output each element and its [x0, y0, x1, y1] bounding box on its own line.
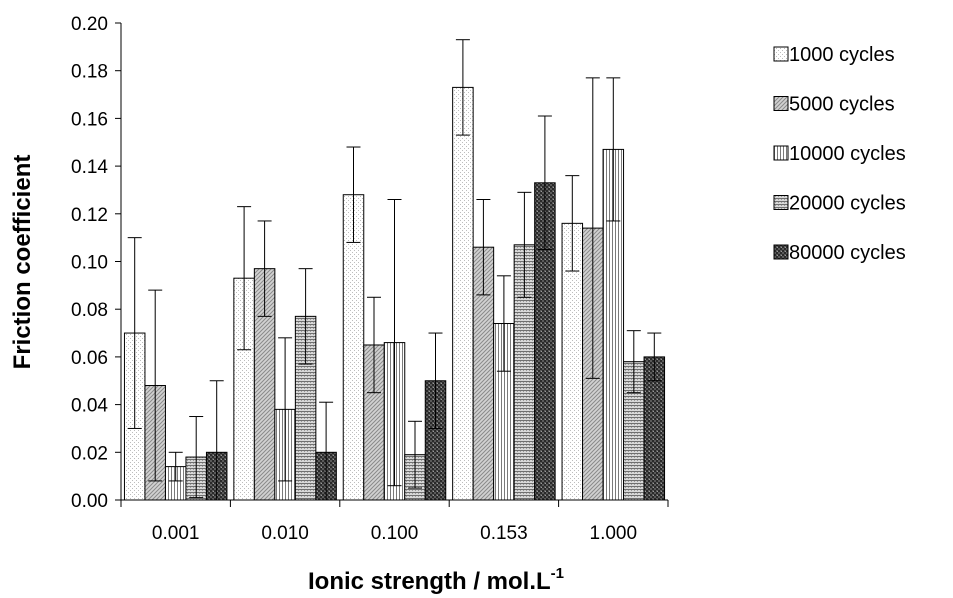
- y-tick-label: 0.04: [71, 396, 108, 417]
- x-axis: 0.001 0.010 0.100 0.153 1.000: [120, 499, 669, 544]
- x-tick-label: 0.001: [152, 523, 200, 544]
- y-tick-label: 0.00: [71, 491, 108, 512]
- y-tick-label: 0.10: [71, 253, 108, 274]
- legend-label: 20000 cycles: [789, 193, 906, 215]
- x-axis-title-superscript: -1: [551, 565, 564, 582]
- y-tick-label: 0.14: [71, 157, 108, 178]
- legend-swatch: [773, 195, 789, 210]
- legend-swatch: [773, 96, 789, 111]
- legend-label: 10000 cycles: [789, 143, 906, 165]
- y-tick-label: 0.06: [71, 348, 108, 369]
- legend-label: 5000 cycles: [789, 94, 895, 116]
- y-tick-label: 0.18: [71, 62, 108, 83]
- legend-swatch: [773, 46, 789, 62]
- x-tick-label: 0.010: [261, 523, 309, 544]
- x-tick-label: 0.100: [371, 523, 419, 544]
- legend-swatch: [773, 244, 789, 260]
- y-axis: 0.00 0.02 0.04 0.06 0.08 0.10 0.12 0.14 0.16 0.18…: [71, 14, 122, 512]
- x-tick-label: 0.153: [480, 523, 528, 544]
- legend-label: 80000 cycles: [789, 242, 906, 264]
- x-axis-title: Ionic strength / mol.L-1: [308, 565, 564, 595]
- x-tick-label: 1.000: [590, 523, 638, 544]
- y-tick-label: 0.12: [71, 205, 108, 226]
- y-tick-label: 0.02: [71, 443, 108, 464]
- error-bars: [127, 39, 662, 501]
- legend-swatch: [773, 145, 789, 161]
- legend: 1000 cycles 5000 cycles 10000 cycles 20000 …: [773, 44, 906, 264]
- legend-label: 1000 cycles: [789, 44, 895, 66]
- y-tick-label: 0.16: [71, 109, 108, 130]
- y-tick-label: 0.08: [71, 300, 108, 321]
- x-axis-title-text: Ionic strength / mol.L: [308, 568, 551, 595]
- bar: [452, 86, 474, 501]
- y-tick-label: 0.20: [71, 14, 108, 35]
- y-axis-title: Friction coefficient: [9, 155, 36, 370]
- bars: [123, 86, 666, 501]
